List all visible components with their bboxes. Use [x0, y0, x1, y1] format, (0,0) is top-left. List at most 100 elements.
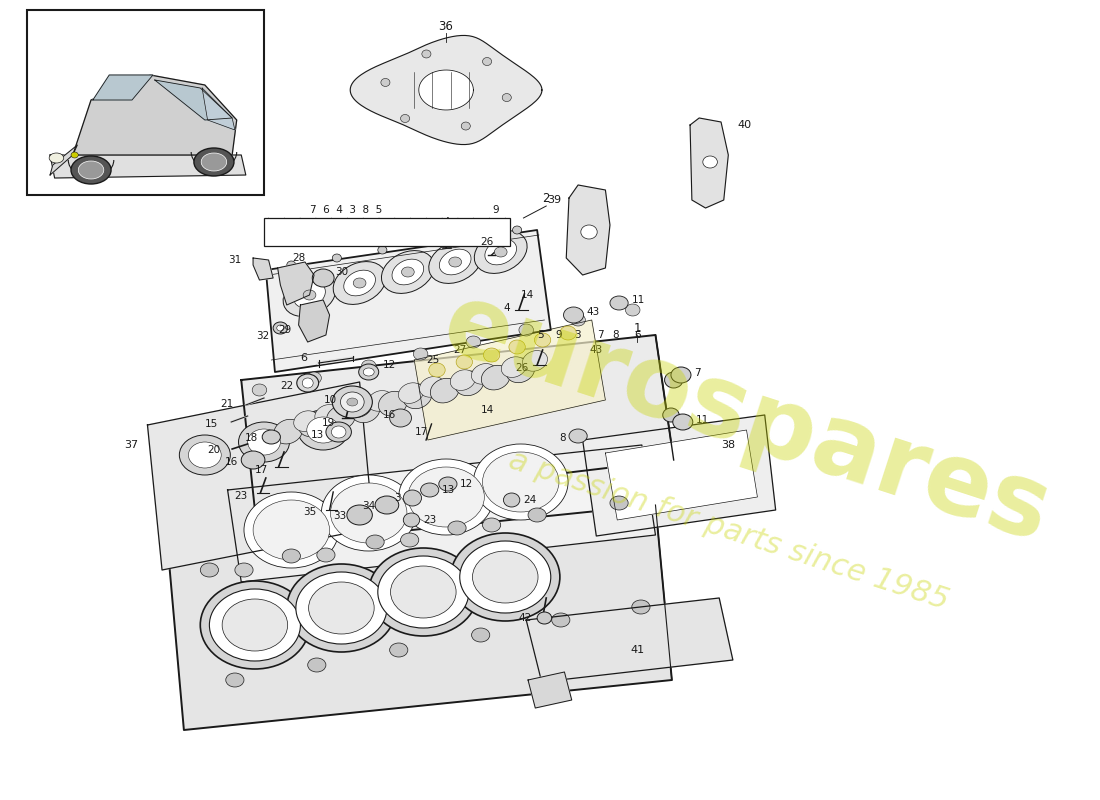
Text: 43: 43	[586, 307, 600, 317]
Ellipse shape	[455, 371, 484, 396]
Ellipse shape	[346, 505, 372, 525]
Ellipse shape	[560, 326, 576, 340]
Ellipse shape	[528, 508, 547, 522]
Ellipse shape	[346, 398, 358, 406]
Ellipse shape	[403, 384, 432, 409]
Ellipse shape	[332, 254, 341, 262]
Text: 20: 20	[207, 445, 220, 455]
Ellipse shape	[414, 348, 428, 360]
Ellipse shape	[483, 348, 499, 362]
Ellipse shape	[283, 274, 336, 317]
Text: 7: 7	[694, 368, 701, 378]
Text: 7: 7	[597, 330, 604, 340]
Text: 16: 16	[224, 457, 238, 467]
Ellipse shape	[494, 247, 507, 257]
Polygon shape	[241, 335, 673, 510]
Text: 12: 12	[460, 479, 473, 489]
Ellipse shape	[571, 314, 585, 326]
Ellipse shape	[287, 261, 296, 269]
Ellipse shape	[537, 612, 552, 624]
Ellipse shape	[72, 152, 78, 158]
Text: 25: 25	[426, 355, 439, 365]
Text: 37: 37	[124, 440, 139, 450]
Ellipse shape	[402, 267, 415, 277]
Ellipse shape	[703, 156, 717, 168]
Text: 11: 11	[695, 415, 708, 425]
Ellipse shape	[473, 551, 538, 603]
Text: 31: 31	[228, 255, 241, 265]
Ellipse shape	[346, 397, 372, 418]
Ellipse shape	[367, 390, 393, 411]
Polygon shape	[415, 320, 605, 440]
Ellipse shape	[72, 156, 111, 184]
Ellipse shape	[294, 282, 326, 308]
Text: 21: 21	[220, 399, 233, 409]
Ellipse shape	[296, 572, 387, 644]
Text: 40: 40	[737, 120, 751, 130]
Ellipse shape	[461, 122, 471, 130]
Ellipse shape	[302, 378, 313, 388]
Text: eurospares: eurospares	[431, 276, 1063, 564]
Ellipse shape	[485, 239, 517, 265]
Ellipse shape	[226, 673, 244, 687]
Ellipse shape	[327, 406, 355, 430]
Ellipse shape	[252, 384, 266, 396]
Text: 34: 34	[362, 501, 375, 511]
Ellipse shape	[222, 599, 288, 651]
Ellipse shape	[610, 296, 628, 310]
Polygon shape	[51, 145, 77, 175]
Ellipse shape	[344, 270, 375, 296]
Ellipse shape	[519, 324, 534, 336]
Ellipse shape	[552, 613, 570, 627]
Ellipse shape	[304, 290, 316, 300]
Text: 33: 33	[332, 511, 345, 521]
Ellipse shape	[408, 467, 484, 527]
Text: 13: 13	[311, 430, 324, 440]
Text: 16: 16	[383, 410, 396, 420]
Ellipse shape	[200, 563, 219, 577]
Text: 23: 23	[424, 515, 437, 525]
Ellipse shape	[483, 518, 500, 532]
Ellipse shape	[460, 541, 551, 613]
Ellipse shape	[307, 372, 321, 384]
Text: 5: 5	[538, 330, 544, 340]
Ellipse shape	[253, 500, 330, 560]
Ellipse shape	[449, 257, 462, 267]
Text: 30: 30	[336, 267, 348, 277]
Text: 29: 29	[278, 325, 292, 335]
Text: 43: 43	[590, 345, 603, 355]
Text: 2: 2	[542, 191, 550, 205]
Text: a passion for parts since 1985: a passion for parts since 1985	[505, 445, 952, 615]
Ellipse shape	[307, 417, 340, 443]
Ellipse shape	[332, 386, 372, 418]
Text: 7  6  4  3  8  5: 7 6 4 3 8 5	[310, 205, 382, 215]
Text: 35: 35	[304, 507, 317, 517]
Ellipse shape	[194, 148, 234, 176]
Ellipse shape	[326, 422, 351, 442]
Ellipse shape	[429, 241, 482, 283]
Ellipse shape	[472, 363, 496, 384]
Ellipse shape	[363, 368, 374, 376]
Ellipse shape	[563, 307, 584, 323]
Ellipse shape	[626, 304, 640, 316]
Ellipse shape	[50, 153, 64, 163]
Ellipse shape	[353, 278, 366, 288]
Text: 22: 22	[279, 381, 293, 391]
Ellipse shape	[375, 496, 398, 514]
Ellipse shape	[483, 452, 559, 512]
Ellipse shape	[362, 360, 376, 372]
Ellipse shape	[312, 269, 334, 287]
Polygon shape	[298, 300, 330, 342]
Ellipse shape	[294, 410, 319, 431]
Text: 14: 14	[520, 290, 534, 300]
Text: 28: 28	[292, 253, 305, 263]
Text: 23: 23	[234, 491, 248, 501]
Ellipse shape	[482, 366, 510, 390]
Ellipse shape	[390, 566, 456, 618]
Ellipse shape	[474, 230, 527, 274]
FancyBboxPatch shape	[264, 218, 509, 246]
Ellipse shape	[400, 114, 409, 122]
Ellipse shape	[368, 548, 478, 636]
Ellipse shape	[209, 589, 300, 661]
Ellipse shape	[404, 490, 421, 506]
